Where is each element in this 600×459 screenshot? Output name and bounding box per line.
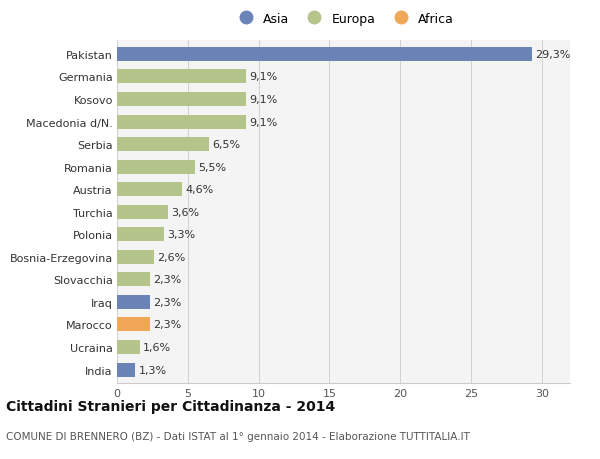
Text: 9,1%: 9,1% — [250, 118, 278, 127]
Bar — [117, 273, 149, 287]
Text: 2,3%: 2,3% — [153, 275, 181, 285]
Bar — [117, 318, 149, 332]
Text: 3,3%: 3,3% — [167, 230, 196, 240]
Text: COMUNE DI BRENNERO (BZ) - Dati ISTAT al 1° gennaio 2014 - Elaborazione TUTTITALI: COMUNE DI BRENNERO (BZ) - Dati ISTAT al … — [6, 431, 470, 442]
Bar — [117, 340, 140, 354]
Text: 1,3%: 1,3% — [139, 365, 167, 375]
Bar — [117, 115, 246, 129]
Text: 1,6%: 1,6% — [143, 342, 172, 352]
Bar — [117, 250, 154, 264]
Bar — [117, 183, 182, 197]
Text: 2,6%: 2,6% — [157, 252, 185, 262]
Text: Cittadini Stranieri per Cittadinanza - 2014: Cittadini Stranieri per Cittadinanza - 2… — [6, 399, 335, 413]
Bar — [117, 205, 168, 219]
Text: 9,1%: 9,1% — [250, 95, 278, 105]
Text: 2,3%: 2,3% — [153, 320, 181, 330]
Bar — [117, 295, 149, 309]
Text: 29,3%: 29,3% — [535, 50, 571, 60]
Text: 9,1%: 9,1% — [250, 73, 278, 82]
Text: 3,6%: 3,6% — [172, 207, 200, 217]
Bar — [117, 70, 246, 84]
Bar — [117, 363, 136, 377]
Bar — [117, 48, 532, 62]
Bar — [117, 160, 195, 174]
Text: 2,3%: 2,3% — [153, 297, 181, 307]
Text: 5,5%: 5,5% — [199, 162, 227, 172]
Text: 4,6%: 4,6% — [185, 185, 214, 195]
Bar — [117, 138, 209, 152]
Bar — [117, 93, 246, 107]
Bar — [117, 228, 164, 242]
Legend: Asia, Europa, Africa: Asia, Europa, Africa — [230, 10, 457, 28]
Text: 6,5%: 6,5% — [212, 140, 241, 150]
